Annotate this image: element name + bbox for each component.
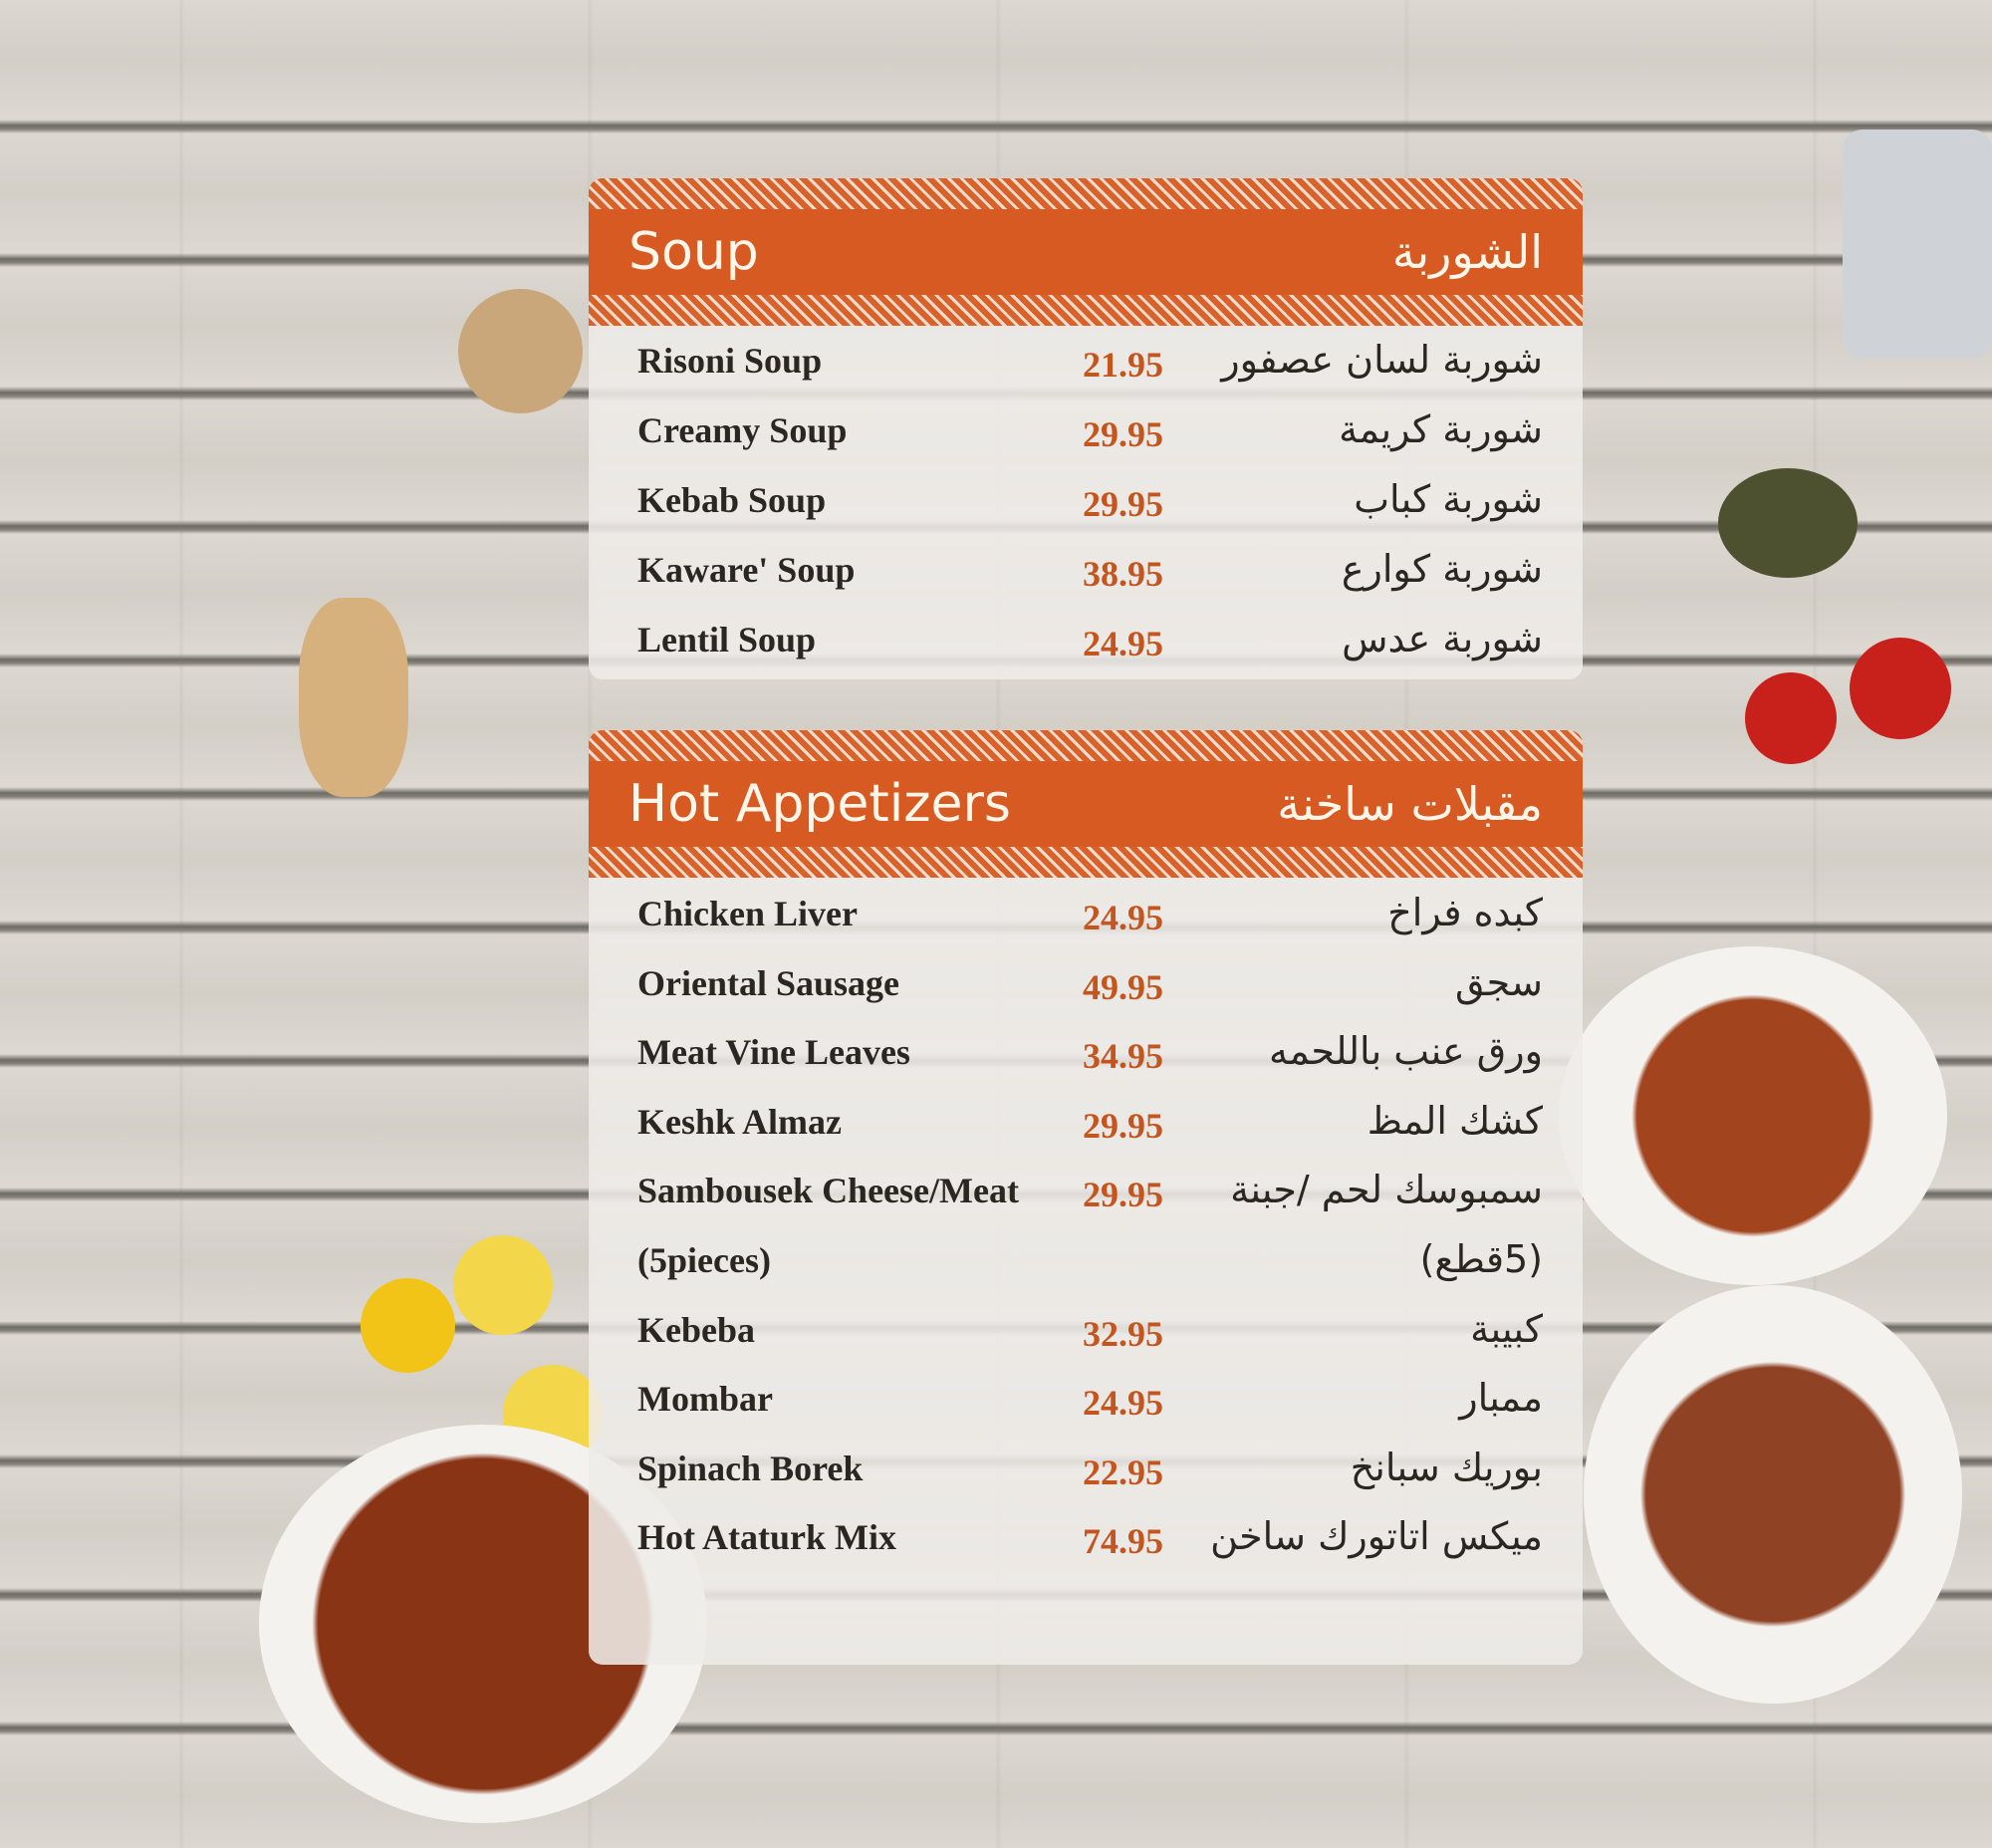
item-name-en: Risoni Soup xyxy=(637,341,823,381)
item-name-ar: كبده فراخ xyxy=(1387,891,1543,934)
item-name-ar: شوربة كريمة xyxy=(1339,407,1543,451)
item-name-ar: ممبار xyxy=(1459,1376,1543,1421)
section-header: Soup الشوربة xyxy=(589,209,1583,295)
item-price: 29.95 xyxy=(1083,1175,1163,1215)
menu-item: Oriental Sausage 49.95 سجق xyxy=(589,952,1583,1022)
item-price: 29.95 xyxy=(1083,1105,1163,1146)
hot-appetizers-section: Hot Appetizers مقبلات ساخنة Chicken Live… xyxy=(589,730,1583,1665)
item-name-ar: بوريك سبانخ xyxy=(1350,1445,1543,1489)
item-name-ar: (5قطع) xyxy=(1419,1237,1543,1281)
item-name-en: Meat Vine Leaves xyxy=(637,1032,910,1073)
menu-item: (5pieces) (5قطع) xyxy=(589,1229,1583,1299)
ornament-border xyxy=(589,295,1583,326)
menu-item: Kebeba 32.95 كبيبة xyxy=(589,1299,1583,1369)
menu-item: Kebab Soup 29.95 شوربة كباب xyxy=(589,469,1583,539)
section-title-en: Hot Appetizers xyxy=(628,774,1012,834)
item-price: 49.95 xyxy=(1083,966,1163,1007)
section-title-ar: مقبلات ساخنة xyxy=(1277,777,1543,831)
item-price: 38.95 xyxy=(1083,554,1163,594)
item-name-en: Chicken Liver xyxy=(637,894,858,933)
section-header: Hot Appetizers مقبلات ساخنة xyxy=(589,761,1583,847)
tomato-image xyxy=(1745,672,1837,764)
item-price: 22.95 xyxy=(1083,1452,1163,1492)
item-name-en: Mombar xyxy=(637,1379,773,1420)
item-name-en: Creamy Soup xyxy=(637,410,848,450)
item-name-en: Oriental Sausage xyxy=(637,962,900,1003)
lemon-image xyxy=(453,1235,553,1335)
kofta-dish-image xyxy=(1584,1285,1962,1704)
item-name-en: Sambousek Cheese/Meat xyxy=(637,1171,1019,1211)
item-name-en: Lentil Soup xyxy=(637,620,817,660)
item-name-ar: كشك المظ xyxy=(1367,1098,1543,1143)
ornament-border xyxy=(589,178,1583,209)
wooden-scoop-image xyxy=(458,289,583,413)
menu-item: Risoni Soup 21.95 شوربة لسان عصفور xyxy=(589,330,1583,399)
ornament-border xyxy=(589,847,1583,878)
tomato-image xyxy=(1850,638,1951,739)
menu-item: Sambousek Cheese/Meat 29.95 سمبوسك لحم /جب… xyxy=(589,1160,1583,1229)
item-price: 29.95 xyxy=(1083,484,1163,524)
menu-item: Chicken Liver 24.95 كبده فراخ xyxy=(589,883,1583,952)
item-name-ar: شوربة عدس xyxy=(1342,617,1543,660)
menu-item: Keshk Almaz 29.95 كشك المظ xyxy=(589,1091,1583,1161)
item-price: 74.95 xyxy=(1083,1521,1163,1562)
item-name-ar: شوربة كباب xyxy=(1354,477,1543,521)
item-price: 34.95 xyxy=(1083,1036,1163,1077)
lemon-image xyxy=(361,1278,455,1373)
item-name-en: (5pieces) xyxy=(637,1240,771,1280)
item-name-en: Kaware' Soup xyxy=(637,550,856,590)
item-name-ar: كبيبة xyxy=(1470,1306,1543,1351)
item-name-en: Kebab Soup xyxy=(637,480,827,520)
item-price: 24.95 xyxy=(1083,624,1163,663)
wooden-spatula-image xyxy=(299,598,408,797)
section-title-en: Soup xyxy=(628,222,759,282)
menu-item: Lentil Soup 24.95 شوربة عدس xyxy=(589,609,1583,678)
menu-item: Meat Vine Leaves 34.95 ورق عنب باللحمه xyxy=(589,1021,1583,1091)
item-price: 21.95 xyxy=(1083,345,1163,385)
menu-item: Mombar 24.95 ممبار xyxy=(589,1368,1583,1438)
herbs-image xyxy=(1718,468,1858,578)
item-name-en: Kebeba xyxy=(637,1309,756,1350)
ornament-border xyxy=(589,730,1583,761)
item-name-en: Keshk Almaz xyxy=(637,1101,843,1142)
item-price: 24.95 xyxy=(1083,1383,1163,1424)
menu-item: Spinach Borek 22.95 بوريك سبانخ xyxy=(589,1438,1583,1507)
salt-shaker-image xyxy=(1843,130,1992,359)
item-name-en: Hot Ataturk Mix xyxy=(637,1517,896,1558)
section-title-ar: الشوربة xyxy=(1391,225,1543,279)
menu-item: Creamy Soup 29.95 شوربة كريمة xyxy=(589,399,1583,469)
item-price: 29.95 xyxy=(1083,414,1163,454)
soup-section: Soup الشوربة Risoni Soup 21.95 شوربة لسان … xyxy=(589,178,1583,679)
item-name-ar: ورق عنب باللحمه xyxy=(1269,1029,1543,1074)
item-name-en: Spinach Borek xyxy=(637,1448,864,1488)
menu-item: Kaware' Soup 38.95 شوربة كوارع xyxy=(589,539,1583,609)
item-name-ar: سجق xyxy=(1454,959,1543,1004)
item-name-ar: شوربة لسان عصفور xyxy=(1221,338,1543,382)
menu-item: Hot Ataturk Mix 74.95 ميكس اتاتورك ساخن xyxy=(589,1506,1583,1576)
item-name-ar: شوربة كوارع xyxy=(1341,547,1543,591)
kebeba-dish-image xyxy=(1559,946,1947,1285)
item-price: 24.95 xyxy=(1083,898,1163,937)
item-name-ar: ميكس اتاتورك ساخن xyxy=(1210,1514,1543,1559)
item-price: 32.95 xyxy=(1083,1313,1163,1354)
item-name-ar: سمبوسك لحم /جبنة xyxy=(1230,1168,1543,1212)
